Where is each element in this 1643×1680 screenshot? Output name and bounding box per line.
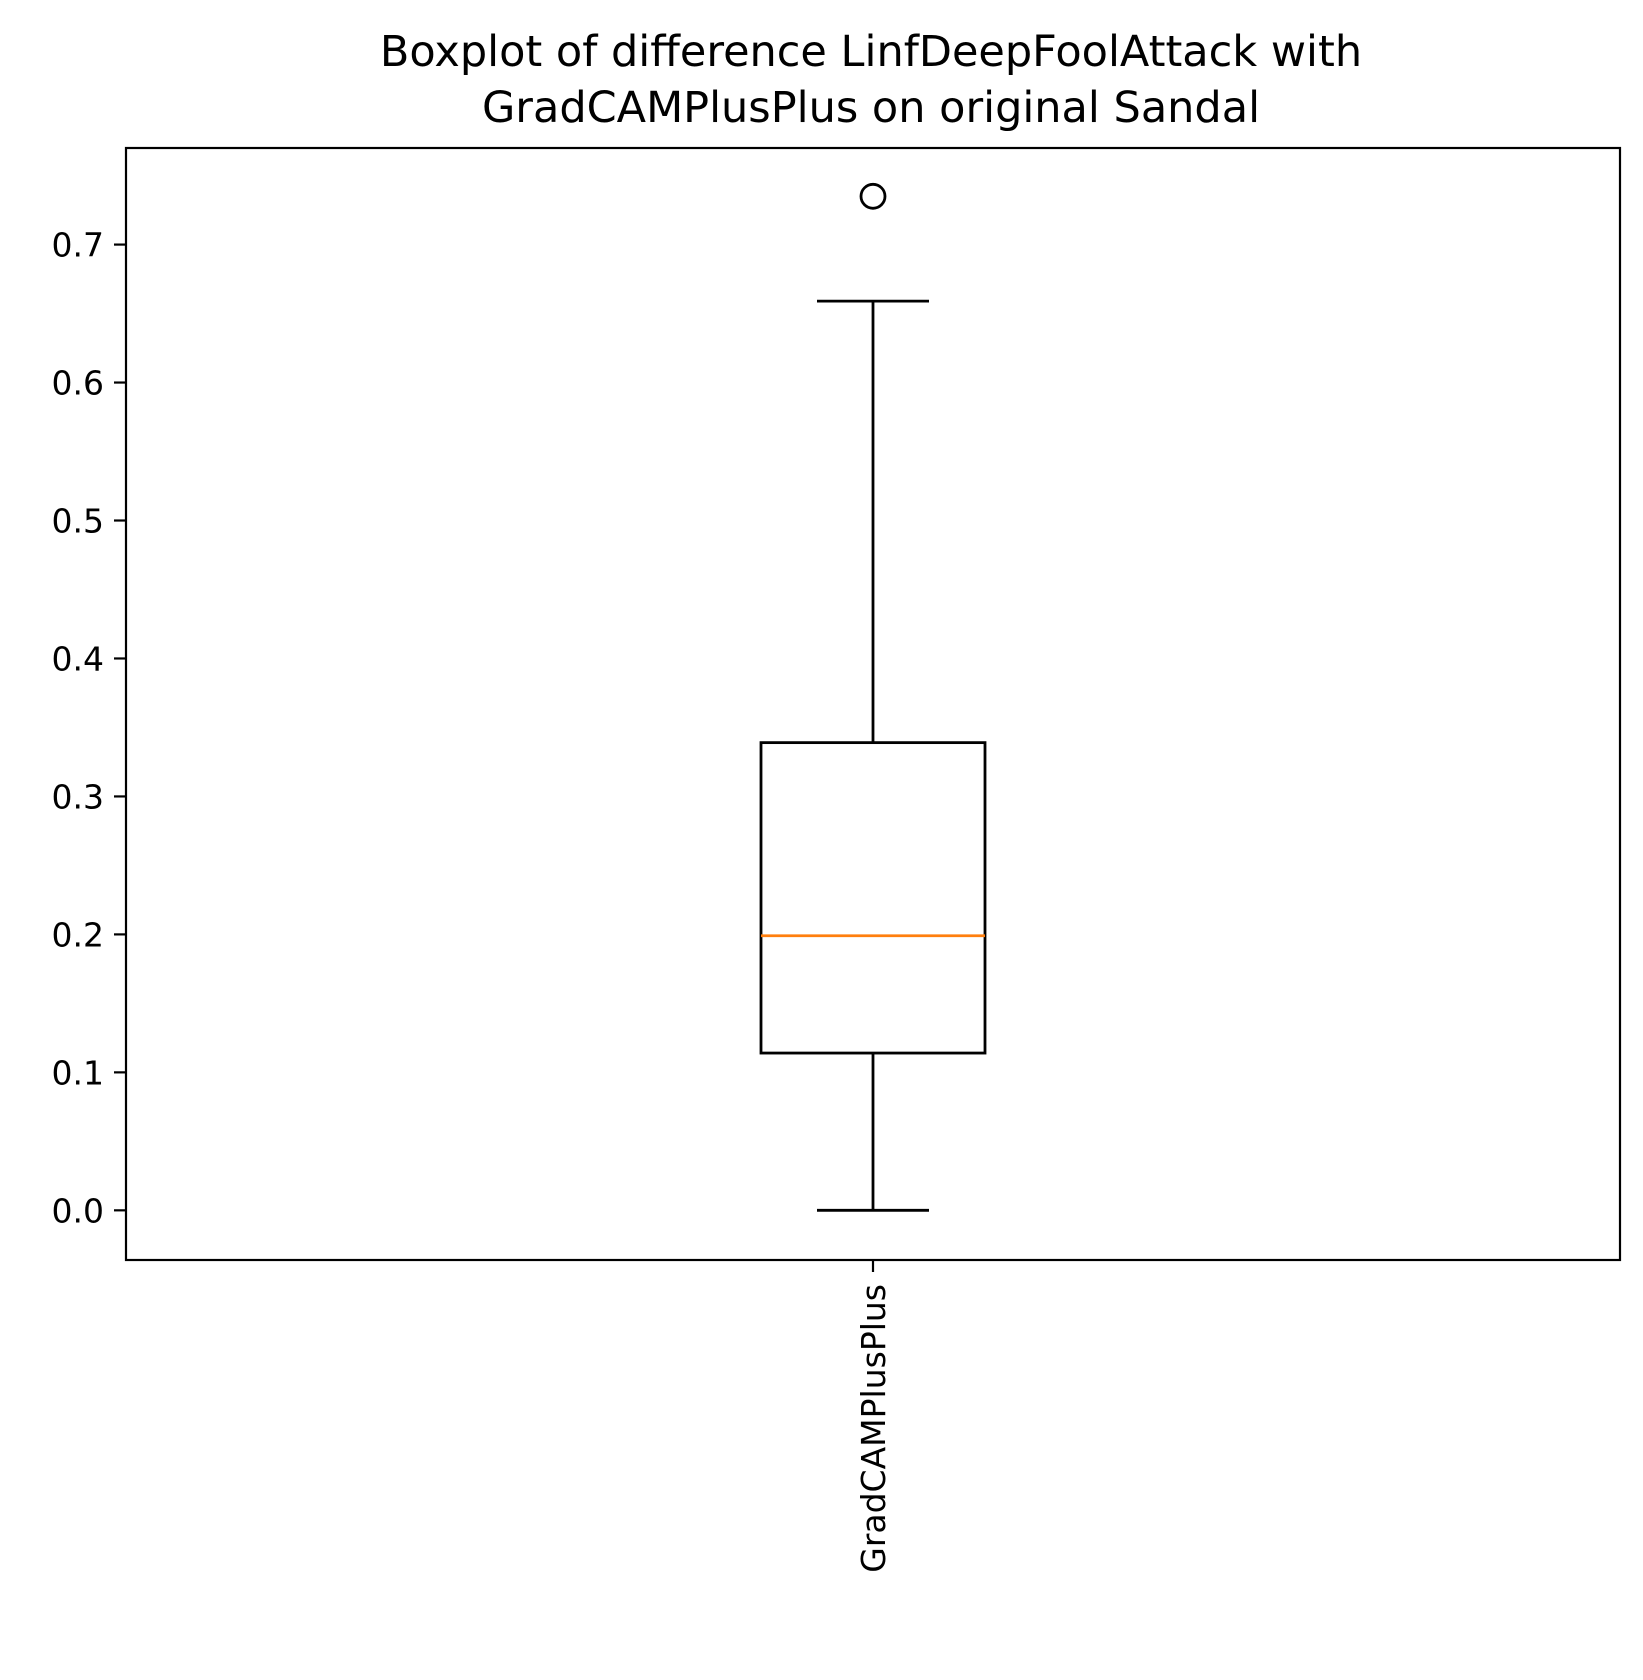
y-axis: 0.0 0.1 0.2 0.3 0.4 0.5 0.6 0.7	[52, 226, 126, 1230]
y-tick-label: 0.1	[52, 1053, 104, 1092]
box-series	[759, 182, 987, 1212]
box-GradCAMPlusPlus	[759, 182, 987, 1212]
iqr-box	[759, 741, 987, 1055]
outlier-point	[859, 182, 887, 210]
y-tick-label: 0.5	[52, 502, 104, 541]
y-tick-label: 0.2	[52, 915, 104, 954]
y-tick-label: 0.4	[52, 639, 104, 678]
chart-title-line-1: Boxplot of difference LinfDeepFoolAttack…	[380, 27, 1362, 77]
y-tick-label: 0.6	[52, 364, 104, 403]
y-tick-label: 0.3	[52, 777, 104, 816]
chart-title-line-2: GradCAMPlusPlus on original Sandal	[482, 83, 1260, 133]
chart-title: Boxplot of difference LinfDeepFoolAttack…	[380, 27, 1362, 133]
y-tick-label: 0.7	[52, 226, 104, 265]
x-tick-label: GradCAMPlusPlus	[854, 1284, 893, 1573]
y-tick-label: 0.0	[52, 1191, 104, 1230]
x-axis: GradCAMPlusPlus	[854, 1260, 893, 1573]
